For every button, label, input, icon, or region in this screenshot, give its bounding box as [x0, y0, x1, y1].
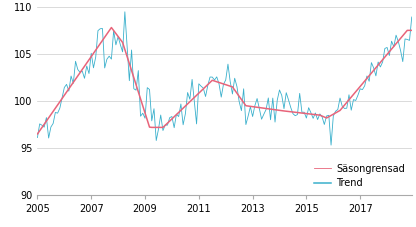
Trend: [335, 110, 340, 113]
Säsongrensad: [409, 16, 414, 18]
Säsongrensad: [145, 86, 150, 89]
Säsongrensad: [35, 136, 40, 139]
Säsongrensad: [250, 115, 255, 118]
Säsongrensad: [329, 144, 334, 146]
Line: Trend: Trend: [37, 27, 412, 134]
Trend: [35, 133, 40, 135]
Trend: [102, 36, 107, 39]
Trend: [409, 29, 414, 32]
Trend: [145, 119, 150, 121]
Legend: Säsongrensad, Trend: Säsongrensad, Trend: [310, 160, 409, 192]
Säsongrensad: [165, 124, 170, 126]
Säsongrensad: [257, 107, 262, 110]
Säsongrensad: [337, 97, 342, 99]
Trend: [165, 122, 170, 125]
Line: Säsongrensad: Säsongrensad: [37, 12, 412, 145]
Säsongrensad: [122, 10, 127, 13]
Trend: [257, 106, 262, 109]
Trend: [250, 105, 255, 108]
Säsongrensad: [102, 67, 107, 69]
Trend: [109, 26, 114, 29]
